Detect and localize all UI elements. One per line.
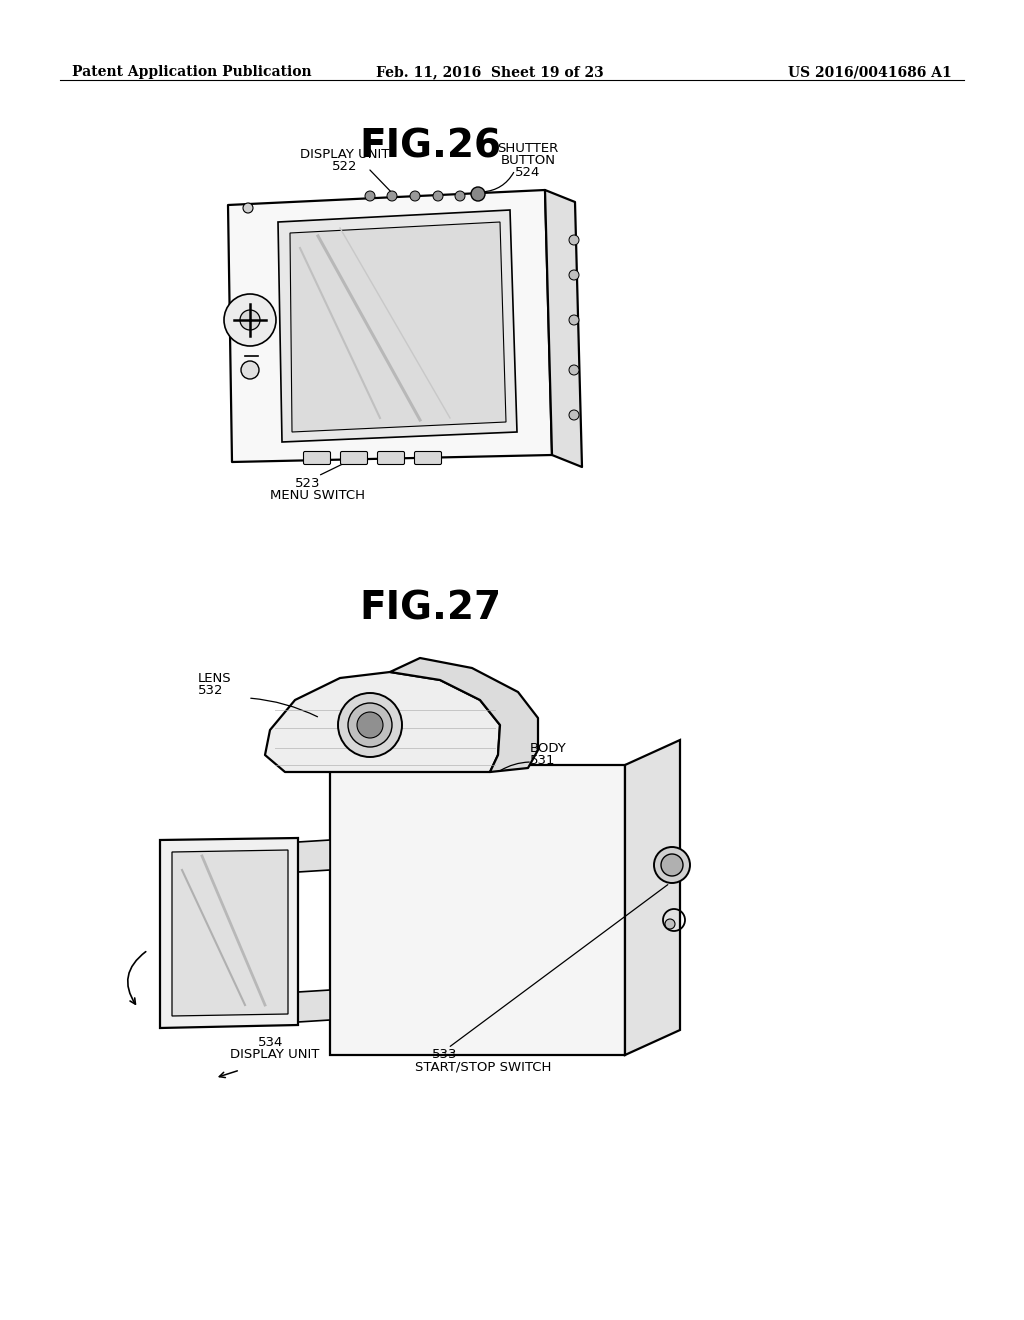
Circle shape	[662, 854, 683, 876]
Circle shape	[365, 191, 375, 201]
Text: 532: 532	[198, 684, 223, 697]
Text: BODY: BODY	[530, 742, 566, 755]
Text: MENU SWITCH: MENU SWITCH	[270, 488, 365, 502]
Text: LENS: LENS	[198, 672, 231, 685]
Circle shape	[569, 271, 579, 280]
Circle shape	[338, 693, 402, 756]
Text: BUTTON: BUTTON	[501, 154, 555, 168]
Text: 522: 522	[332, 160, 357, 173]
Polygon shape	[330, 766, 625, 1055]
Text: 523: 523	[295, 477, 321, 490]
Circle shape	[569, 315, 579, 325]
FancyBboxPatch shape	[341, 451, 368, 465]
Text: Patent Application Publication: Patent Application Publication	[72, 65, 311, 79]
Circle shape	[241, 360, 259, 379]
Circle shape	[665, 919, 675, 929]
Text: DISPLAY UNIT: DISPLAY UNIT	[230, 1048, 319, 1061]
Text: US 2016/0041686 A1: US 2016/0041686 A1	[788, 65, 952, 79]
Polygon shape	[298, 840, 330, 873]
Polygon shape	[545, 190, 582, 467]
Polygon shape	[228, 190, 552, 462]
Circle shape	[357, 711, 383, 738]
Text: FIG.26: FIG.26	[359, 128, 501, 166]
Text: 533: 533	[432, 1048, 458, 1061]
Polygon shape	[298, 990, 330, 1022]
Polygon shape	[172, 850, 288, 1016]
Polygon shape	[265, 672, 500, 772]
Circle shape	[433, 191, 443, 201]
Text: FIG.27: FIG.27	[359, 590, 501, 628]
Circle shape	[654, 847, 690, 883]
Polygon shape	[290, 222, 506, 432]
Circle shape	[471, 187, 485, 201]
Circle shape	[569, 366, 579, 375]
Text: 534: 534	[258, 1036, 284, 1049]
Text: 524: 524	[515, 166, 541, 180]
Circle shape	[240, 310, 260, 330]
Circle shape	[224, 294, 276, 346]
FancyBboxPatch shape	[415, 451, 441, 465]
Circle shape	[569, 235, 579, 246]
Text: SHUTTER: SHUTTER	[498, 143, 559, 154]
Text: 531: 531	[530, 754, 555, 767]
Polygon shape	[160, 838, 298, 1028]
FancyBboxPatch shape	[378, 451, 404, 465]
Text: Feb. 11, 2016  Sheet 19 of 23: Feb. 11, 2016 Sheet 19 of 23	[376, 65, 604, 79]
Text: DISPLAY UNIT: DISPLAY UNIT	[300, 148, 390, 161]
Polygon shape	[625, 741, 680, 1055]
Circle shape	[569, 411, 579, 420]
Circle shape	[243, 203, 253, 213]
Circle shape	[455, 191, 465, 201]
Polygon shape	[390, 657, 538, 772]
Circle shape	[348, 704, 392, 747]
Text: START/STOP SWITCH: START/STOP SWITCH	[415, 1060, 551, 1073]
Circle shape	[387, 191, 397, 201]
Polygon shape	[278, 210, 517, 442]
Circle shape	[410, 191, 420, 201]
FancyBboxPatch shape	[303, 451, 331, 465]
